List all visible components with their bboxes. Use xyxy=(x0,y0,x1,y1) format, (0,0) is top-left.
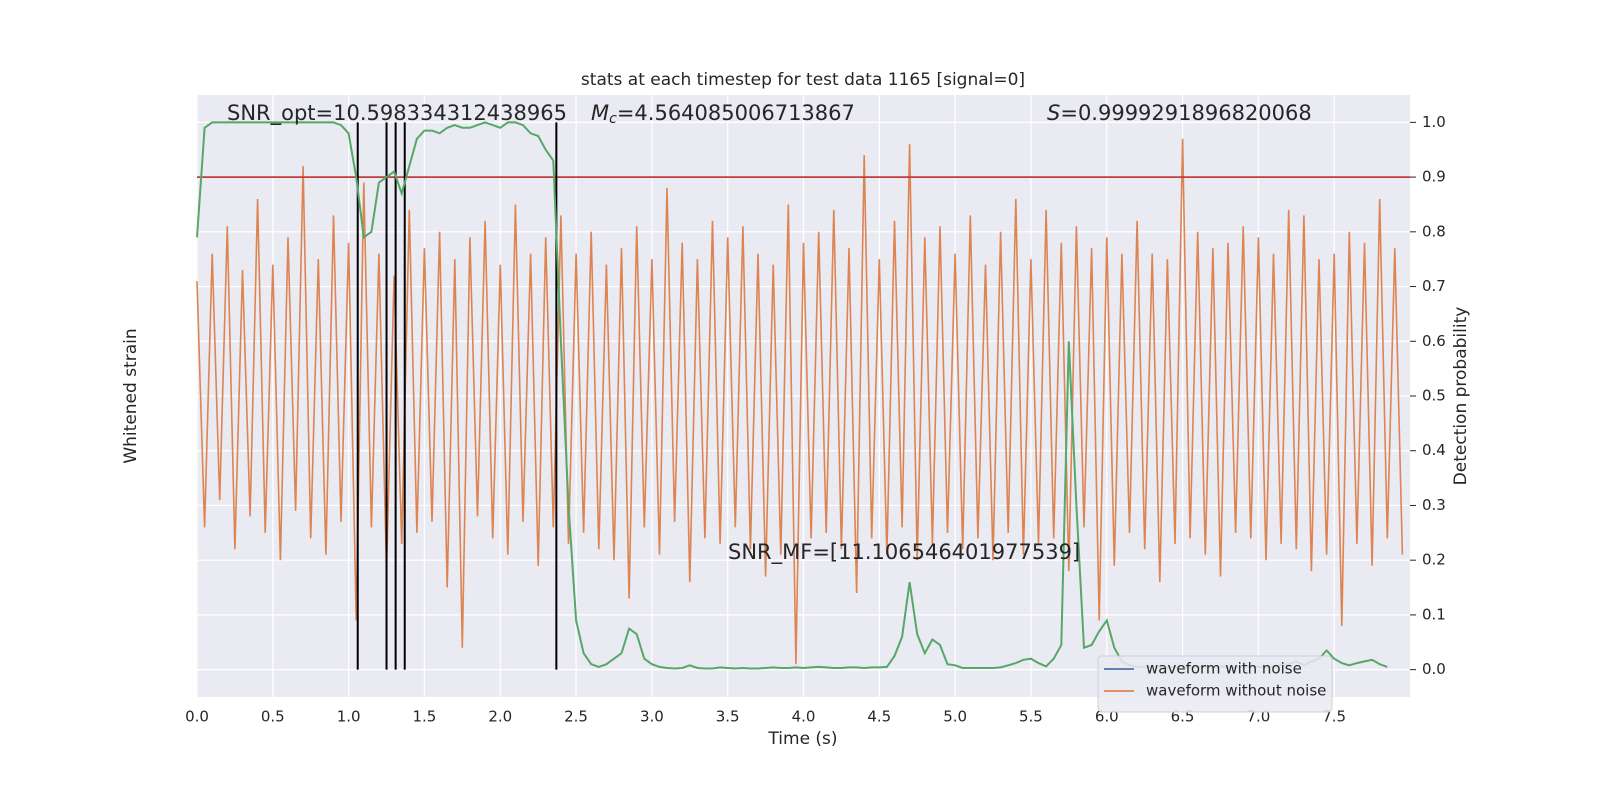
legend-box xyxy=(1097,655,1333,713)
annotation: SNR_opt=10.598334312438965 xyxy=(227,101,567,126)
x-tick-label: 5.5 xyxy=(1019,708,1043,726)
x-tick-label: 2.0 xyxy=(488,708,512,726)
x-tick-label: 3.0 xyxy=(640,708,664,726)
x-tick-label: 4.5 xyxy=(867,708,891,726)
x-tick-label: 0.0 xyxy=(185,708,209,726)
chart-title: stats at each timestep for test data 116… xyxy=(581,70,1025,90)
annotation-text: SNR_opt=10.598334312438965 xyxy=(227,101,567,126)
y2-tick-label: 0.2 xyxy=(1422,551,1446,569)
annotation-text: =0.9999291896820068 xyxy=(1060,101,1311,125)
annotation-symbol: M xyxy=(591,101,609,125)
annotation: Mc=4.564085006713867 xyxy=(591,101,855,127)
annotation-text: =4.564085006713867 xyxy=(617,101,855,125)
x-tick-label: 0.5 xyxy=(261,708,285,726)
y2-tick-label: 0.5 xyxy=(1422,387,1446,405)
y2-tick-label: 0.9 xyxy=(1422,168,1446,186)
legend-label: waveform without noise xyxy=(1146,682,1326,700)
y2-tick-label: 0.8 xyxy=(1422,222,1446,240)
x-axis-label: Time (s) xyxy=(767,729,837,749)
x-tick-label: 4.0 xyxy=(792,708,816,726)
y2-tick-label: 0.7 xyxy=(1422,277,1446,295)
annotation-text: SNR_MF=[11.106546401977539] xyxy=(728,540,1080,565)
legend-label: waveform with noise xyxy=(1146,660,1302,678)
annotation-symbol: S xyxy=(1047,101,1060,125)
y2-tick-label: 0.4 xyxy=(1422,441,1446,459)
x-tick-label: 3.5 xyxy=(716,708,740,726)
y2-tick-label: 0.1 xyxy=(1422,605,1446,623)
annotation-subscript: c xyxy=(609,111,617,127)
y2-tick-label: 0.0 xyxy=(1422,660,1446,678)
annotation: SNR_MF=[11.106546401977539] xyxy=(728,540,1080,565)
y-axis-label: Whitened strain xyxy=(121,328,141,463)
x-tick-label: 2.5 xyxy=(564,708,588,726)
series-line xyxy=(196,138,1404,665)
x-tick-label: 1.0 xyxy=(337,708,361,726)
x-tick-label: 5.0 xyxy=(943,708,967,726)
y2-tick-label: 0.6 xyxy=(1422,332,1446,350)
y2-tick-label: 1.0 xyxy=(1422,113,1446,131)
y2-axis-label: Detection probability xyxy=(1451,307,1471,486)
annotation: S=0.9999291896820068 xyxy=(1047,101,1312,125)
y2-tick-label: 0.3 xyxy=(1422,496,1446,514)
x-tick-label: 1.5 xyxy=(413,708,437,726)
